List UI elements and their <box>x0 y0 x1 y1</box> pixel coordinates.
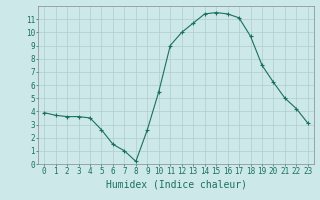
X-axis label: Humidex (Indice chaleur): Humidex (Indice chaleur) <box>106 179 246 189</box>
